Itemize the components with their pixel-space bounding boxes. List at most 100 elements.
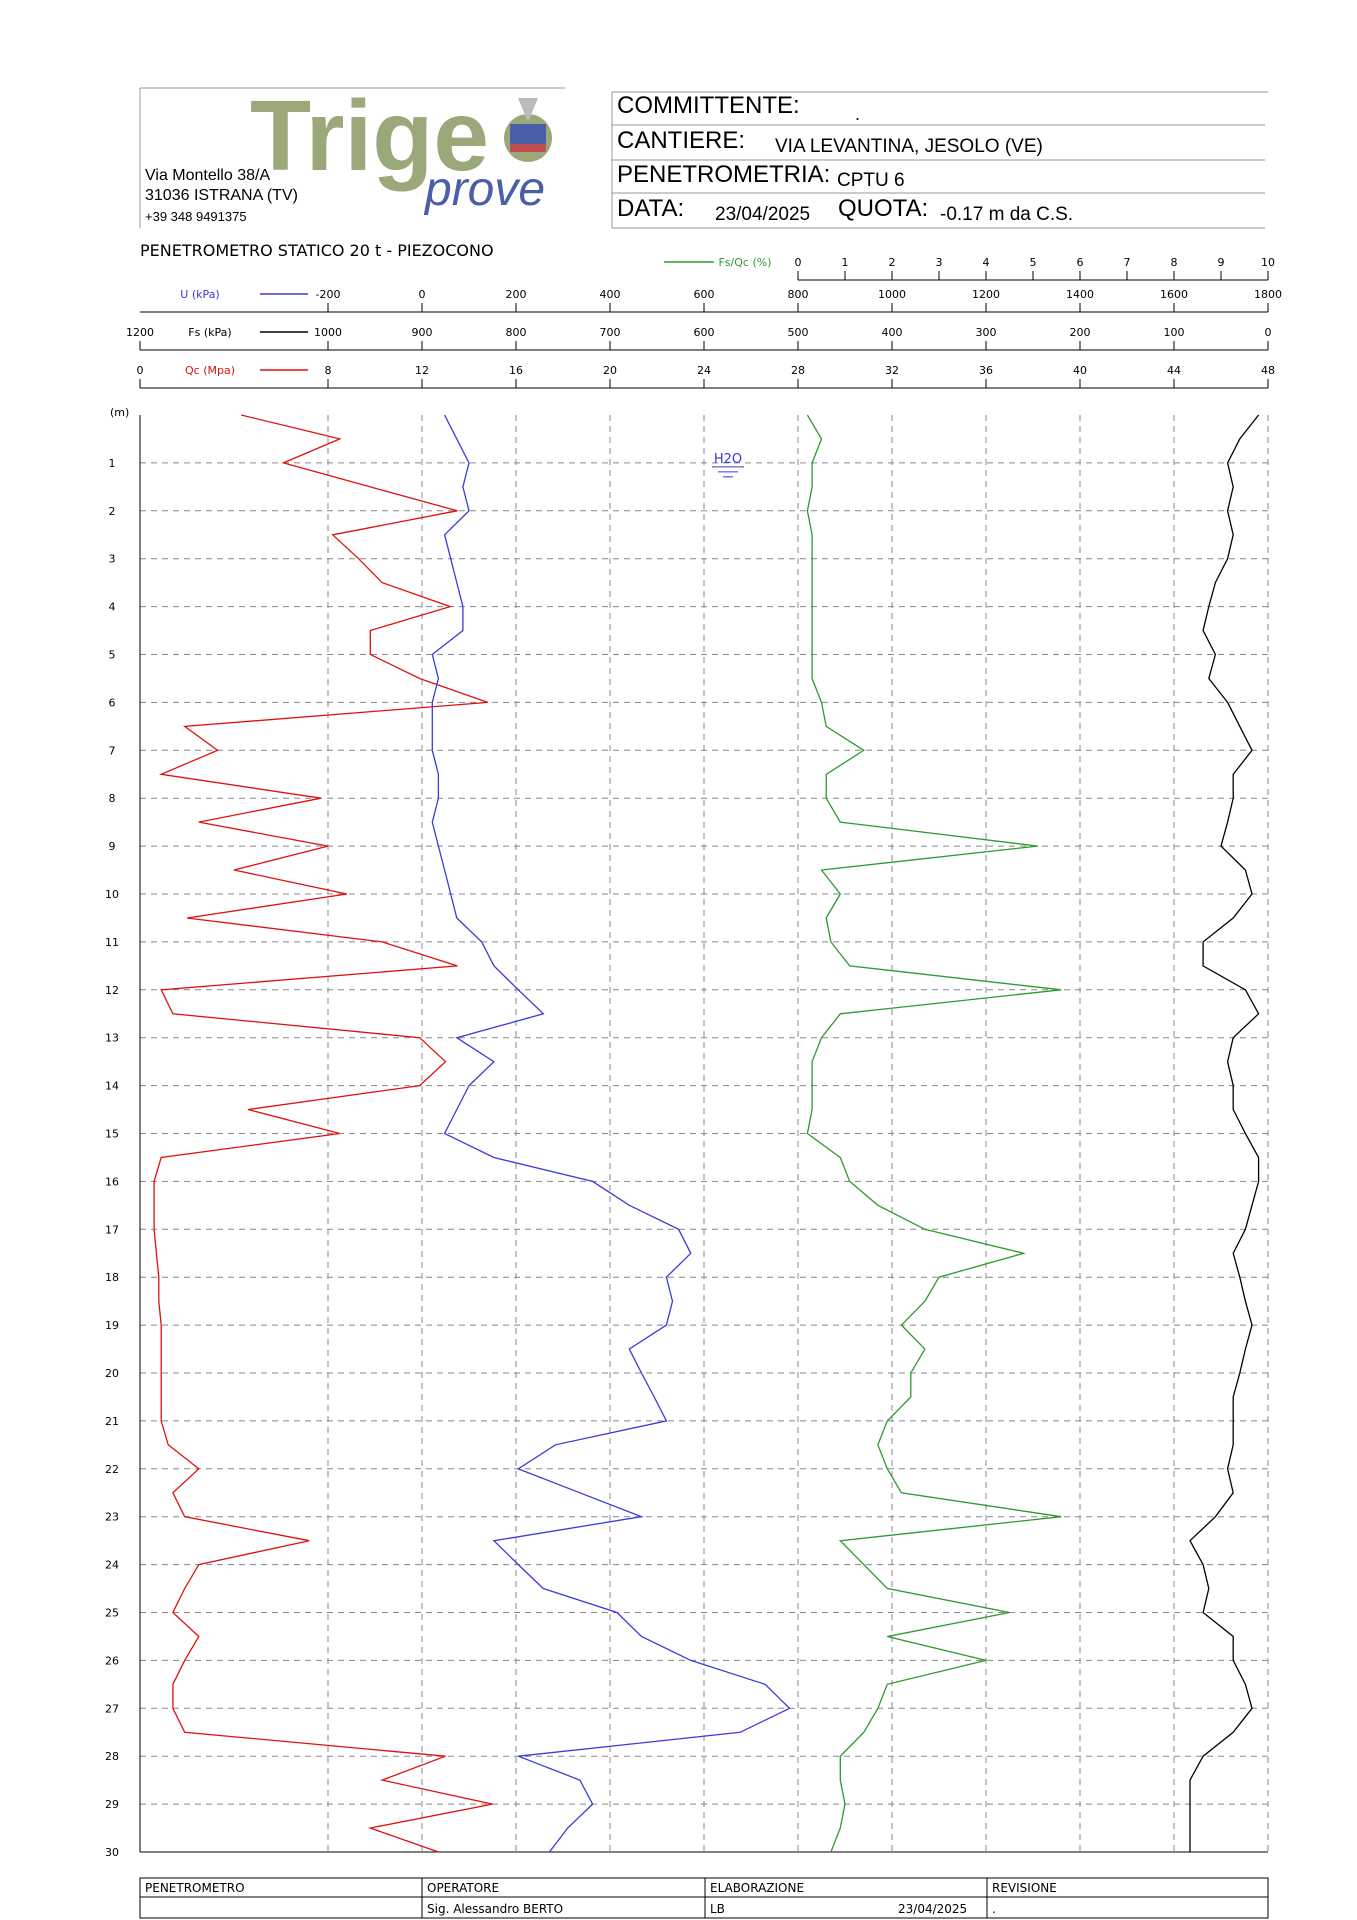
legend-label: Fs/Qc (%)	[718, 256, 771, 269]
y-tick-label: 20	[105, 1367, 119, 1380]
x-tick-label: 4	[983, 256, 990, 269]
x-tick-label: 6	[1077, 256, 1084, 269]
x-tick-label: 40	[1073, 364, 1087, 377]
field-label: COMMITTENTE:	[617, 92, 800, 119]
x-tick-label: 200	[1070, 326, 1091, 339]
logo-icon	[510, 124, 546, 144]
y-tick-label: 23	[105, 1511, 119, 1524]
logo: Trige	[250, 80, 489, 192]
y-tick-label: 30	[105, 1846, 119, 1859]
legend-label: Fs (kPa)	[188, 326, 231, 339]
y-tick-label: 5	[109, 649, 116, 662]
y-tick-label: 4	[109, 601, 116, 614]
x-tick-label: 16	[509, 364, 523, 377]
y-tick-label: 7	[109, 744, 116, 757]
x-tick-label: 800	[506, 326, 527, 339]
chart-title: PENETROMETRO STATICO 20 t - PIEZOCONO	[140, 241, 494, 260]
x-tick-label: 8	[325, 364, 332, 377]
data-line	[806, 414, 1062, 1853]
x-tick-label: 0	[795, 256, 802, 269]
y-tick-label: 18	[105, 1271, 119, 1284]
field-label: DATA:	[617, 195, 684, 222]
revision: .	[992, 1902, 996, 1916]
y-tick-label: 29	[105, 1798, 119, 1811]
y-tick-label: 24	[105, 1559, 119, 1572]
x-tick-label: 44	[1167, 364, 1181, 377]
x-tick-label: 1400	[1066, 288, 1094, 301]
y-tick-label: 26	[105, 1654, 119, 1667]
x-tick-label: 36	[979, 364, 993, 377]
field-value: -0.17 m da C.S.	[940, 204, 1073, 225]
x-tick-label: 5	[1030, 256, 1037, 269]
x-tick-label: 0	[419, 288, 426, 301]
y-tick-label: 19	[105, 1319, 119, 1332]
x-tick-label: 3	[936, 256, 943, 269]
x-tick-label: 28	[791, 364, 805, 377]
y-tick-label: 16	[105, 1175, 119, 1188]
footer-header: OPERATORE	[427, 1881, 499, 1895]
annotation: H2O	[714, 452, 742, 467]
y-tick-label: 8	[109, 792, 116, 805]
x-tick-label: 48	[1261, 364, 1275, 377]
field-label: QUOTA:	[838, 195, 928, 222]
y-tick-label: 9	[109, 840, 116, 853]
field-label: PENETROMETRIA:	[617, 161, 830, 188]
field-label: CANTIERE:	[617, 127, 745, 154]
info-box: COMMITTENTE: . CANTIERE: VIA LEVANTINA, …	[611, 91, 1268, 229]
x-tick-label: 7	[1124, 256, 1131, 269]
x-tick-label: 900	[412, 326, 433, 339]
x-tick-label: 100	[1164, 326, 1185, 339]
footer-header: ELABORAZIONE	[710, 1881, 804, 1895]
x-tick-label: 1200	[972, 288, 1000, 301]
elaboration: LB	[710, 1902, 725, 1916]
x-tick-label: 400	[882, 326, 903, 339]
x-tick-label: 0	[137, 364, 144, 377]
data-line	[431, 414, 791, 1853]
date: 23/04/2025	[898, 1902, 967, 1916]
x-tick-label: 24	[697, 364, 711, 377]
logo-box: Trige prove Via Montello 38/A 31036 ISTR…	[139, 80, 565, 228]
x-tick-label: 32	[885, 364, 899, 377]
y-tick-label: 13	[105, 1032, 119, 1045]
legend-label: U (kPa)	[180, 288, 219, 301]
legend-label: Qc (Mpa)	[185, 364, 235, 377]
x-tick-label: 1600	[1160, 288, 1188, 301]
y-tick-label: 12	[105, 984, 119, 997]
x-tick-label: 200	[506, 288, 527, 301]
y-tick-label: 11	[105, 936, 119, 949]
y-tick-label: 28	[105, 1750, 119, 1763]
x-tick-label: 0	[1265, 326, 1272, 339]
depth-label: (m)	[110, 406, 129, 419]
data-line	[153, 414, 493, 1853]
y-tick-label: 22	[105, 1463, 119, 1476]
logo-sub: prove	[423, 163, 545, 216]
x-tick-label: 1000	[878, 288, 906, 301]
x-tick-label: 2	[889, 256, 896, 269]
footer-header: REVISIONE	[992, 1881, 1057, 1895]
x-tick-label: 9	[1218, 256, 1225, 269]
x-tick-label: 600	[694, 326, 715, 339]
address: Via Montello 38/A	[145, 167, 270, 184]
y-tick-label: 2	[109, 505, 116, 518]
data-line	[1189, 414, 1260, 1852]
y-tick-label: 1	[109, 457, 116, 470]
logo-icon	[518, 98, 538, 122]
y-tick-label: 10	[105, 888, 119, 901]
y-tick-label: 15	[105, 1128, 119, 1141]
x-tick-label: 8	[1171, 256, 1178, 269]
x-tick-label: 700	[600, 326, 621, 339]
x-tick-label: 1000	[314, 326, 342, 339]
y-tick-label: 27	[105, 1702, 119, 1715]
y-tick-label: 3	[109, 553, 116, 566]
y-tick-label: 14	[105, 1080, 119, 1093]
operator: Sig. Alessandro BERTO	[427, 1902, 563, 1916]
x-tick-label: 800	[788, 288, 809, 301]
x-tick-label: 1	[842, 256, 849, 269]
x-tick-label: 10	[1261, 256, 1275, 269]
address: 31036 ISTRANA (TV)	[145, 187, 298, 204]
x-tick-label: -200	[316, 288, 341, 301]
x-tick-label: 400	[600, 288, 621, 301]
x-tick-label: 600	[694, 288, 715, 301]
field-value: CPTU 6	[837, 170, 905, 191]
